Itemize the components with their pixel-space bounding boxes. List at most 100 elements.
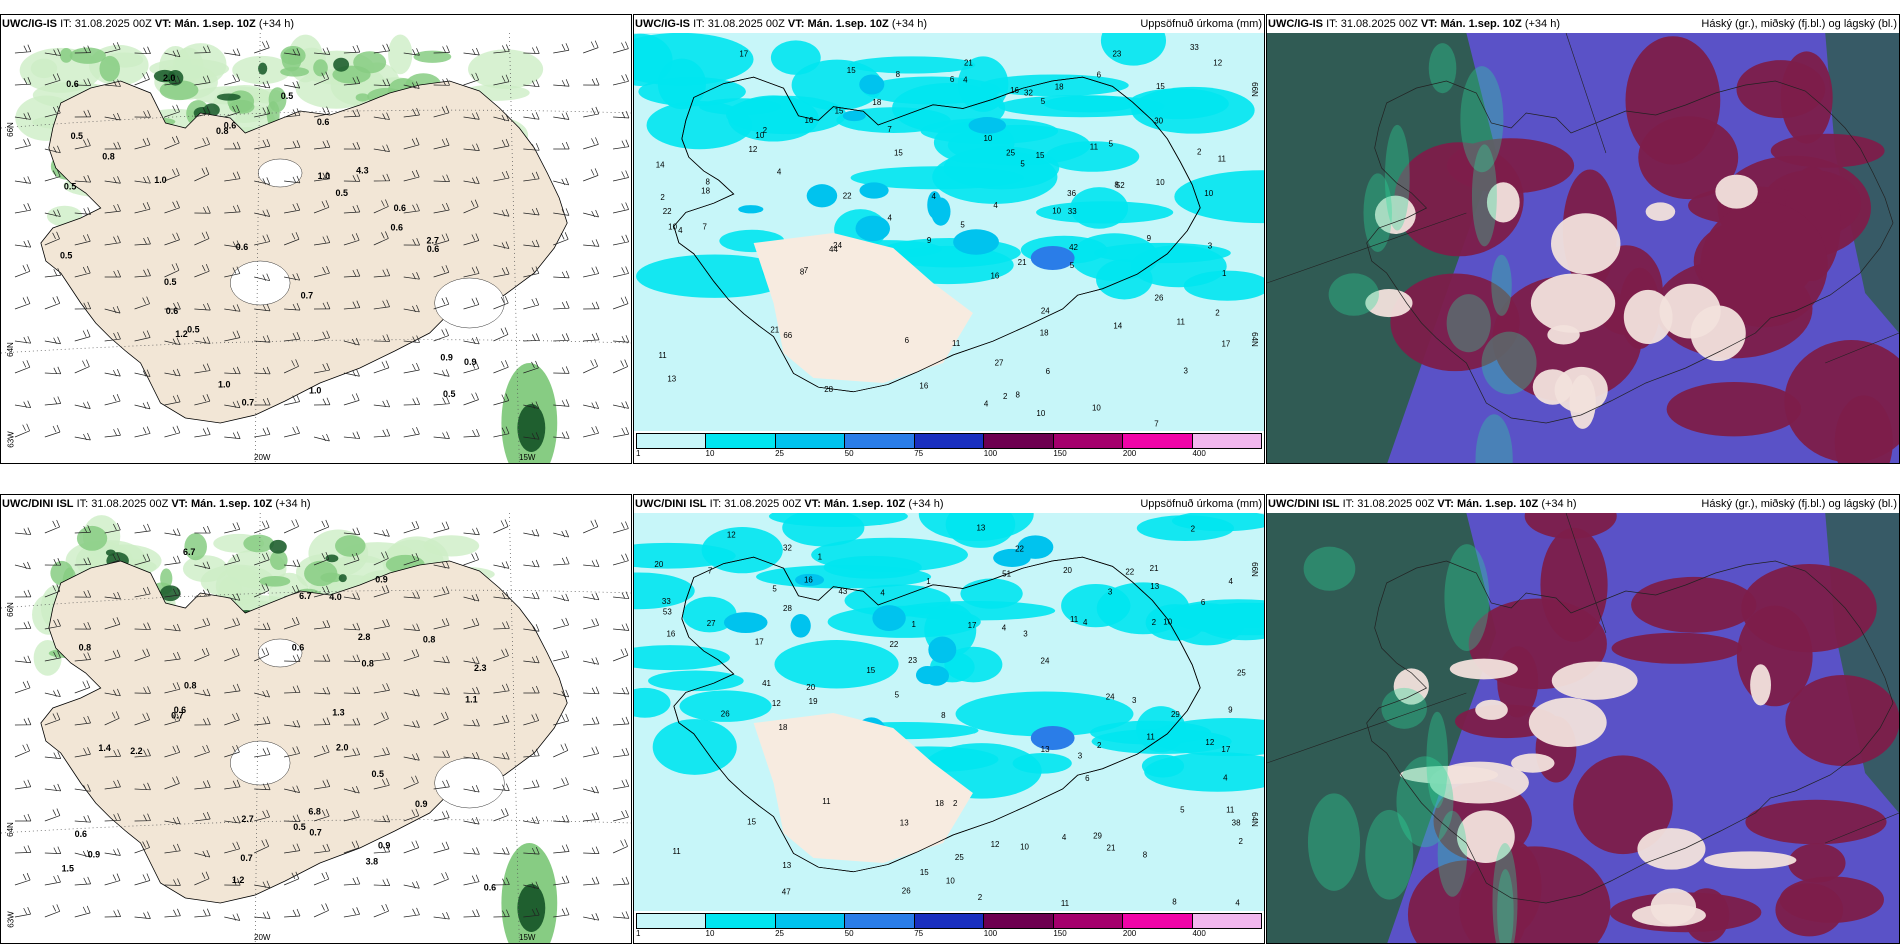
colorbar-swatch — [775, 914, 846, 928]
precip-value-label: 29 — [1093, 831, 1102, 840]
precip-value-label: 1.1 — [465, 694, 477, 704]
precip-value-labels: 1715143028362498322633521010253216119112… — [656, 43, 1231, 429]
precip-value-label: 4 — [777, 168, 782, 177]
colorbar-swatch — [845, 914, 915, 928]
colorbar-swatch — [775, 434, 846, 448]
precip-value-label: 3 — [1078, 751, 1083, 760]
colorbar-tick: 25 — [775, 929, 785, 938]
precip-value-label: 0.5 — [71, 131, 83, 141]
precip-value-label: 0.7 — [242, 398, 254, 408]
precip-value-label: 6 — [1085, 774, 1090, 783]
precip-value-label: 2.0 — [163, 73, 175, 83]
precip-value-label: 10 — [984, 134, 993, 143]
precip-value-label: 16 — [804, 116, 813, 125]
precip-value-label: 26 — [902, 886, 911, 895]
precip-value-label: 20 — [654, 560, 663, 569]
precip-value-label: 3 — [1108, 588, 1113, 597]
precip-value-label: 13 — [1041, 745, 1050, 754]
precip-value-label: 7 — [1154, 420, 1159, 429]
accum-precip-map: 17 15 14 30 28 36 24 9 8 3 2 26 33 52 10 10 25 32 16 11 9 11 2… — [634, 33, 1264, 431]
precip-value-label: 13 — [782, 861, 791, 870]
precip-value-label: 0.6 — [66, 79, 78, 89]
wind-barbs — [14, 40, 630, 442]
precip-value-label: 15 — [920, 868, 929, 877]
precip-value-label: 28 — [824, 385, 833, 394]
precip-value-label: 24 — [1106, 693, 1115, 702]
precip-value-label: 5 — [960, 221, 965, 230]
precip-value-label: 2 — [1191, 524, 1196, 533]
precip-value-label: 12 — [991, 840, 1000, 849]
longitude-label: 15W — [519, 453, 536, 462]
precip-value-label: 2 — [978, 893, 983, 902]
colorbar-tick: 50 — [844, 449, 854, 458]
precip-value-label: 6.8 — [308, 807, 320, 817]
precip-value-label: 8 — [1172, 897, 1177, 906]
precip-value-label: 16 — [990, 272, 999, 281]
precip-value-label: 8 — [1016, 391, 1021, 400]
precip-value-label: 2 — [1239, 837, 1244, 846]
precip-value-labels: 0.70.62.74.30.90.60.50.50.51.01.00.60.50… — [60, 73, 477, 407]
precip-value-label: 10 — [1204, 189, 1213, 198]
graticule — [1, 33, 631, 463]
precip-value-label: 2 — [1215, 308, 1220, 317]
precip-value-label: 10 — [1052, 206, 1061, 215]
precip-value-label: 15 — [1156, 82, 1165, 91]
precip-value-label: 4 — [1228, 577, 1233, 586]
precip-value-label: 12 — [748, 145, 757, 154]
precip-value-label: 38 — [1232, 818, 1241, 827]
precip-value-label: 0.5 — [164, 277, 176, 287]
precip-value-label: 6 — [1201, 598, 1206, 607]
precip-value-label: 17 — [739, 50, 748, 59]
precip-value-label: 4.3 — [356, 165, 368, 175]
colorbar-tick: 200 — [1122, 449, 1137, 458]
precip-value-label: 0.7 — [309, 828, 321, 838]
colorbar-tick: 200 — [1122, 929, 1137, 938]
colorbar-swatch — [914, 914, 985, 928]
colorbar-swatch — [1053, 434, 1124, 448]
precip-colorbar: 1 10 25 50 75 100 150 200 400 — [634, 433, 1264, 459]
map-canvas: 1715143028362498322633521010253216119112… — [634, 33, 1264, 431]
precip-value-label: 1.4 — [98, 743, 110, 753]
precip-value-label: 6 — [1046, 367, 1051, 376]
cloud-cover-map — [1267, 33, 1899, 463]
precip-value-label: 30 — [1154, 117, 1163, 126]
precip-value-label: 33 — [662, 597, 671, 606]
precip-value-label: 0.6 — [174, 705, 186, 715]
precip-value-label: 1 — [912, 620, 917, 629]
precip-value-label: 2.0 — [336, 742, 348, 752]
precip-value-label: 20 — [806, 683, 815, 692]
precip-value-label: 8 — [941, 711, 946, 720]
precip-value-label: 43 — [838, 587, 847, 596]
precip-colorbar: 1 10 25 50 75 100 150 200 400 — [634, 913, 1264, 939]
precip-value-label: 14 — [656, 160, 665, 169]
precip-value-label: 52 — [1116, 181, 1125, 190]
precip-value-label: 0.6 — [236, 242, 248, 252]
longitude-label: 20W — [254, 933, 271, 942]
precip-value-label: 8 — [896, 70, 901, 79]
precip-value-label: 23 — [1112, 49, 1121, 58]
iceland-coastline — [40, 80, 568, 424]
precip-value-label: 24 — [1041, 656, 1050, 665]
latitude-label: 63W — [6, 431, 16, 448]
precip-value-label: 0.6 — [224, 120, 236, 130]
precip-value-label: 33 — [1068, 207, 1077, 216]
graticule — [1267, 33, 1899, 364]
precip-value-label: 22 — [843, 191, 852, 200]
precip-value-label: 3.8 — [366, 856, 378, 866]
colorbar-swatch — [1053, 914, 1124, 928]
precip-value-label: 11 — [672, 847, 681, 856]
precip-value-label: 32 — [783, 543, 792, 552]
precip-value-label: 10 — [755, 131, 764, 140]
panel-variable-title: Uppsöfnuð úrkoma (mm) — [1140, 18, 1262, 30]
precip-value-label: 4 — [963, 76, 968, 85]
precip-value-label: 7 — [708, 566, 713, 575]
precip-value-label: 16 — [919, 381, 928, 390]
panel-accum-precip-igis: UWC/IG-IS IT: 31.08.2025 00Z VT: Mán. 1.… — [633, 14, 1265, 464]
precip-value-label: 28 — [783, 604, 792, 613]
precip-value-label: 0.9 — [464, 357, 476, 367]
precip-value-label: 7 — [887, 125, 892, 134]
latitude-label: 66N — [5, 122, 15, 137]
precip-value-label: 21 — [770, 326, 779, 335]
map-canvas — [1267, 513, 1899, 943]
colorbar-swatch — [984, 434, 1054, 448]
